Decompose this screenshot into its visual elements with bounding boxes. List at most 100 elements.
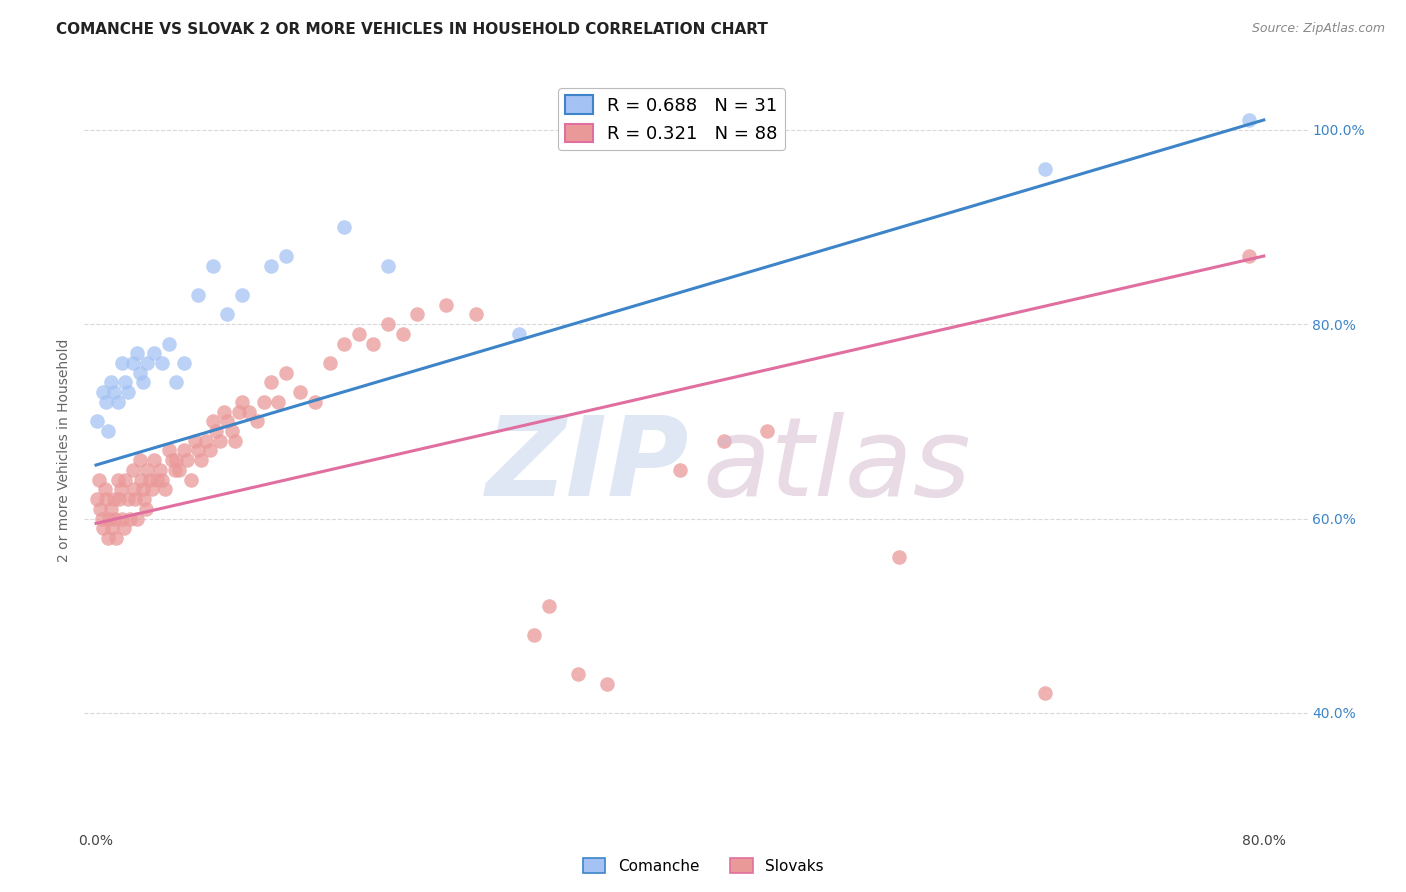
Point (165, 376, 187, 390)
Point (260, 376, 283, 390)
Point (1237, 249, 1260, 263)
Text: Source: ZipAtlas.com: Source: ZipAtlas.com (1251, 22, 1385, 36)
Legend: Comanche, Slovaks: Comanche, Slovaks (576, 852, 830, 880)
Point (129, 473, 152, 487)
Point (267, 395, 290, 409)
Point (86, 414, 108, 428)
Point (107, 473, 129, 487)
Point (104, 511, 127, 525)
Point (122, 483, 145, 497)
Point (167, 463, 190, 477)
Point (94, 483, 117, 497)
Point (713, 434, 735, 448)
Point (201, 414, 224, 428)
Point (96, 491, 118, 506)
Point (176, 453, 198, 467)
Point (114, 473, 136, 487)
Point (333, 219, 356, 234)
Point (86, 491, 108, 506)
Point (136, 463, 159, 477)
Point (274, 366, 297, 380)
Point (110, 483, 132, 497)
Point (149, 463, 172, 477)
Legend: R = 0.688   N = 31, R = 0.321   N = 88: R = 0.688 N = 31, R = 0.321 N = 88 (558, 88, 785, 150)
Point (143, 453, 166, 467)
Text: atlas: atlas (702, 412, 970, 519)
Point (173, 443, 195, 458)
Point (136, 356, 159, 370)
Point (125, 511, 148, 525)
Point (523, 628, 546, 642)
Point (333, 336, 356, 351)
Point (190, 453, 212, 467)
Point (121, 463, 143, 477)
Point (118, 511, 141, 525)
Point (217, 307, 239, 321)
Point (184, 434, 207, 448)
Point (112, 521, 135, 535)
Point (108, 491, 131, 506)
Point (434, 298, 457, 312)
Point (198, 443, 221, 458)
Text: ZIP: ZIP (486, 412, 690, 519)
Point (290, 385, 312, 400)
Point (224, 434, 246, 448)
Point (246, 414, 269, 428)
Point (97, 424, 120, 438)
Point (204, 424, 226, 438)
Point (596, 677, 619, 691)
Point (160, 453, 183, 467)
Point (139, 473, 162, 487)
Point (111, 356, 134, 370)
Point (567, 667, 589, 681)
Point (91, 385, 114, 400)
Point (146, 473, 169, 487)
Point (221, 424, 243, 438)
Point (363, 336, 385, 351)
Point (238, 404, 260, 418)
Point (228, 404, 250, 418)
Point (157, 336, 180, 351)
Point (128, 366, 150, 380)
Point (107, 395, 129, 409)
Point (194, 434, 217, 448)
Point (187, 443, 209, 458)
Point (537, 599, 560, 613)
Point (103, 491, 125, 506)
Point (132, 483, 155, 497)
Point (105, 531, 128, 545)
Point (96, 395, 118, 409)
Point (117, 385, 139, 400)
Point (377, 317, 399, 331)
Point (231, 395, 253, 409)
Point (1033, 686, 1056, 700)
Point (125, 346, 148, 360)
Point (135, 501, 157, 516)
Point (217, 414, 239, 428)
Point (150, 473, 173, 487)
Point (1033, 161, 1056, 176)
Point (253, 395, 276, 409)
Point (157, 443, 180, 458)
Point (274, 249, 297, 263)
Point (150, 356, 173, 370)
Point (165, 453, 187, 467)
Point (756, 424, 779, 438)
Point (153, 483, 176, 497)
Point (132, 376, 155, 390)
Point (304, 395, 326, 409)
Point (260, 259, 283, 273)
Point (508, 326, 530, 341)
Point (98, 511, 121, 525)
Point (143, 346, 166, 360)
Point (231, 288, 253, 302)
Point (163, 463, 186, 477)
Point (111, 511, 134, 525)
Point (100, 376, 122, 390)
Point (318, 356, 340, 370)
Point (103, 385, 125, 400)
Point (117, 491, 139, 506)
Point (180, 473, 202, 487)
Point (209, 434, 232, 448)
Point (121, 356, 143, 370)
